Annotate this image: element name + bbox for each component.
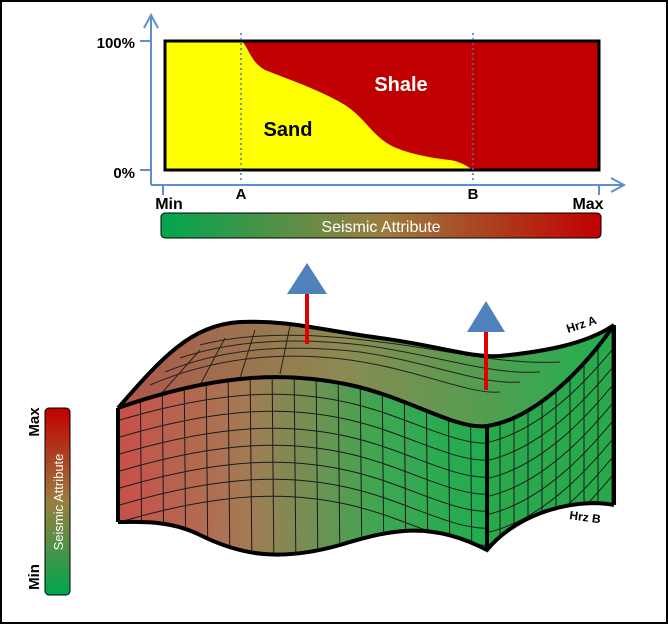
side-grid-horizontal [487, 375, 614, 481]
side-grid-horizontal [487, 393, 614, 499]
x-axis-arrow-icon [610, 177, 627, 193]
horizon-b-line [117, 501, 615, 557]
x-label-min: Min [155, 196, 183, 213]
horizontal-colorbar-label: Seismic Attribute [321, 219, 440, 236]
plot-border [163, 39, 601, 172]
y-axis-arrow-icon [143, 12, 159, 29]
horizontal-colorbar [160, 212, 602, 239]
vertical-colorbar-label: Seismic Attribute [51, 454, 66, 551]
front-grid-horizontal [118, 461, 487, 512]
horizon-b-label: Hrz B [569, 508, 602, 526]
x-label-max: Max [572, 196, 603, 213]
vertical-colorbar-group: Seismic Attribute Max Min [26, 407, 71, 596]
shale-region [241, 41, 599, 170]
vertical-colorbar-min: Min [26, 564, 43, 590]
block-front-face [118, 377, 487, 555]
front-grid-vertical [315, 377, 319, 555]
facies-plot: 100% 0% Min Max A B Shale Sand Seismic A… [97, 12, 627, 239]
front-grid-horizontal [118, 393, 487, 444]
arrow-left-up-icon [287, 263, 327, 294]
x-marker-a: A [236, 186, 247, 203]
y-label-100: 100% [97, 35, 135, 52]
y-label-0: 0% [113, 165, 135, 182]
horizon-a-label: Hrz A [565, 313, 599, 336]
front-grid-vertical [271, 377, 275, 555]
front-grid-horizontal [118, 444, 487, 495]
front-grid-vertical [227, 377, 231, 555]
x-marker-b: B [468, 186, 479, 203]
front-grid-vertical [249, 377, 253, 555]
front-top-edge [117, 323, 616, 429]
shale-label: Shale [374, 74, 427, 96]
arrow-right-up-icon [467, 301, 505, 332]
block-top-surface [118, 321, 614, 427]
seismic-block: Hrz A Hrz B [116, 263, 616, 557]
front-grid-vertical [293, 377, 297, 555]
sand-label: Sand [264, 119, 313, 141]
vertical-colorbar-max: Max [26, 407, 43, 437]
side-grid-horizontal [487, 339, 614, 445]
front-grid-horizontal [118, 410, 487, 461]
horizon-a-line [116, 319, 616, 410]
side-grid-horizontal [487, 411, 614, 517]
block-side-face [487, 325, 614, 550]
front-grid-horizontal [118, 478, 487, 529]
front-grid-horizontal [118, 427, 487, 478]
vertical-colorbar [44, 407, 71, 596]
side-grid-horizontal [487, 429, 614, 535]
side-grid-horizontal [487, 357, 614, 463]
top-surface-grid [149, 325, 561, 396]
front-grid-vertical [337, 377, 341, 555]
